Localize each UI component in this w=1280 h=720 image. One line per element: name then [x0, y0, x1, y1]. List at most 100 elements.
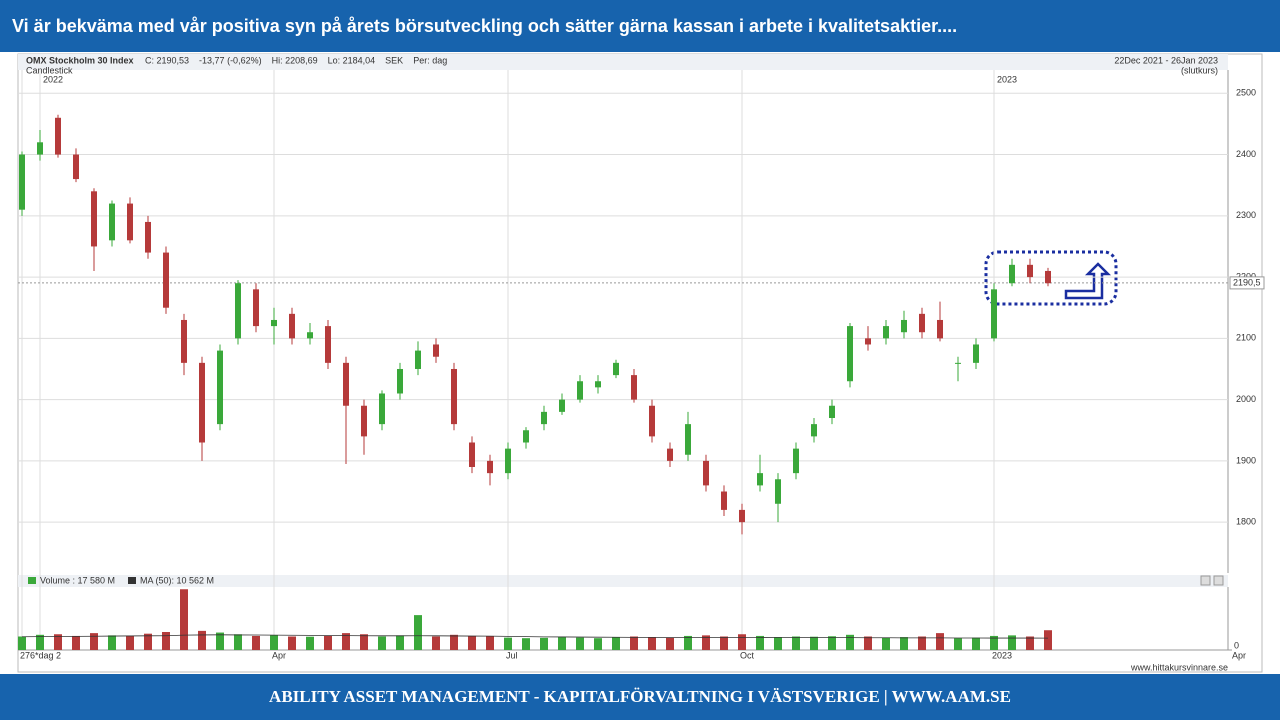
candle-body	[865, 338, 871, 345]
candle-body	[217, 350, 223, 425]
highlight-box	[984, 250, 1118, 306]
footer-text: ABILITY ASSET MANAGEMENT - KAPITALFÖRVAL…	[269, 687, 1011, 706]
volume-bar	[558, 637, 566, 650]
candle-body	[541, 411, 547, 425]
info: Lo: 2184,04	[328, 55, 376, 65]
volume-bar	[234, 634, 242, 650]
candle-body	[739, 509, 745, 523]
volume-bar	[270, 635, 278, 650]
volume-bar	[792, 636, 800, 650]
candle-body	[451, 368, 457, 425]
volume-bar	[360, 634, 368, 650]
legend-swatch	[28, 577, 36, 584]
x-tick-label: Oct	[740, 650, 755, 660]
volume-bar	[306, 636, 314, 650]
y-tick-label: 2100	[1236, 333, 1256, 343]
volume-bar	[666, 637, 674, 650]
candle-body	[343, 362, 349, 406]
volume-bar	[504, 637, 512, 650]
candle-body	[1045, 270, 1051, 284]
volume-bar	[162, 632, 170, 650]
candle-body	[721, 491, 727, 510]
candle-body	[109, 203, 115, 241]
candle-body	[19, 154, 25, 210]
candle-body	[955, 362, 961, 364]
volume-bar	[648, 637, 656, 650]
candle-body	[361, 405, 367, 437]
candle-body	[289, 313, 295, 339]
volume-bar	[180, 589, 188, 650]
candle-body	[469, 442, 475, 468]
info: Hi: 2208,69	[272, 55, 318, 65]
candle-body	[829, 405, 835, 418]
volume-bar	[738, 634, 746, 650]
volume-bar	[522, 638, 530, 650]
candle-body	[505, 448, 511, 474]
candle-body	[307, 332, 313, 339]
candle-body	[487, 460, 493, 474]
volume-bar	[630, 636, 638, 650]
volume-bar	[954, 638, 962, 650]
volume-legend: Volume : 17 580 M	[40, 575, 115, 585]
date-range: 22Dec 2021 - 26Jan 2023	[1114, 55, 1218, 65]
candle-body	[703, 460, 709, 486]
x-tick-label: 276*dag 2	[20, 650, 61, 660]
candle-body	[991, 289, 997, 339]
chart-frame	[17, 53, 1263, 673]
volume-bar	[468, 635, 476, 650]
price-basis: (slutkurs)	[1181, 65, 1218, 75]
volume-bar	[126, 635, 134, 650]
volume-bar	[324, 635, 332, 650]
volume-bar	[216, 632, 224, 650]
last-price-box	[1229, 276, 1265, 290]
icon[interactable]	[1213, 575, 1224, 586]
candle-body	[667, 448, 673, 461]
candle-body	[415, 350, 421, 369]
volume-header	[18, 575, 1228, 587]
chart-header	[18, 54, 1228, 70]
volume-bar	[540, 637, 548, 650]
y-tick-label: 2500	[1236, 88, 1256, 98]
volume-bar	[378, 636, 386, 650]
candle-body	[1009, 264, 1015, 284]
candle-body	[253, 289, 259, 327]
title-bar: Vi är bekväma med vår positiva syn på år…	[0, 0, 1280, 52]
candle-body	[811, 424, 817, 437]
volume-bar	[774, 637, 782, 650]
y-tick-label: 2000	[1236, 394, 1256, 404]
volume-bar	[414, 615, 422, 650]
volume-bar	[990, 635, 998, 650]
y-tick-label: 2300	[1236, 210, 1256, 220]
last-price-label: 2190,5	[1233, 277, 1261, 287]
candle-body	[649, 405, 655, 437]
candle-body	[163, 252, 169, 308]
candle-body	[127, 203, 133, 241]
chart-style: Candlestick	[26, 65, 73, 75]
candle-body	[793, 448, 799, 474]
chart: OMX Stockholm 30 Index C: 2190,53 -13,77 (…	[17, 53, 1265, 673]
volume-bar	[612, 637, 620, 650]
volume-bar	[342, 633, 350, 650]
candle-body	[559, 399, 565, 412]
source: www.hittakursvinnare.se	[1130, 662, 1228, 672]
candle-body	[145, 221, 151, 253]
y-tick-label: 1800	[1236, 517, 1256, 527]
year-label: 2022	[43, 74, 63, 84]
volume-bar	[396, 635, 404, 650]
volume-bar	[18, 636, 26, 650]
volume-bar	[882, 637, 890, 650]
volume-bar	[936, 633, 944, 650]
year-label: 2023	[997, 74, 1017, 84]
candle-body	[577, 381, 583, 400]
volume-bar	[702, 635, 710, 650]
candle-body	[397, 368, 403, 394]
volume-bar	[1008, 635, 1016, 650]
icon[interactable]	[1200, 575, 1211, 586]
candle-body	[325, 326, 331, 363]
candle-body	[631, 375, 637, 400]
candle-body	[37, 142, 43, 155]
candle-body	[433, 344, 439, 357]
volume-bar	[720, 636, 728, 650]
candle-body	[685, 424, 691, 455]
